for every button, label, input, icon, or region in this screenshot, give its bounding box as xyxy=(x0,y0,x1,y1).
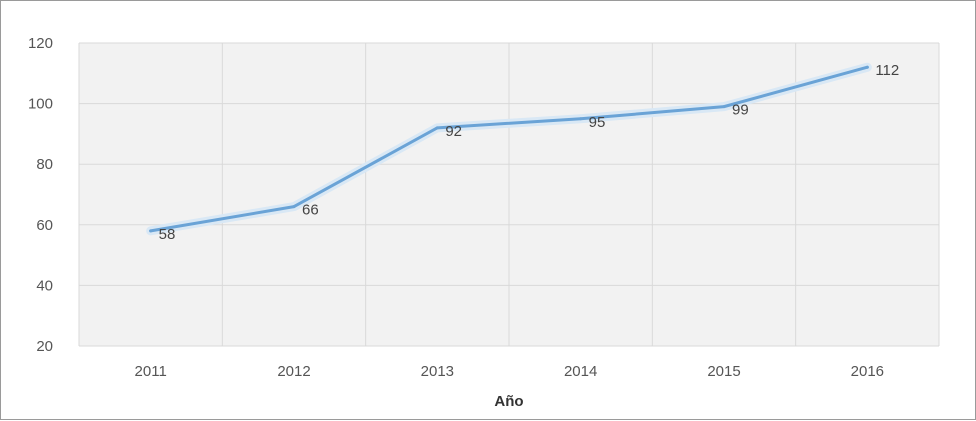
data-point xyxy=(579,117,583,121)
data-point xyxy=(149,229,153,233)
y-tick-label: 80 xyxy=(36,156,53,173)
data-label: 112 xyxy=(875,62,899,79)
data-label: 99 xyxy=(732,102,749,119)
data-labels: 58 66 92 95 99 112 xyxy=(159,62,900,243)
data-label: 66 xyxy=(302,202,319,219)
x-tick-label: 2014 xyxy=(564,363,597,380)
data-point xyxy=(722,105,726,109)
grid-lines xyxy=(78,42,940,347)
series-line xyxy=(149,65,869,233)
data-point xyxy=(435,126,439,130)
y-tick-label: 60 xyxy=(36,217,53,234)
x-tick-label: 2016 xyxy=(851,363,884,380)
x-tick-label: 2015 xyxy=(707,363,740,380)
y-tick-label: 120 xyxy=(28,35,53,52)
x-tick-label: 2012 xyxy=(277,363,310,380)
x-tick-label: 2013 xyxy=(421,363,454,380)
x-axis-title: Año xyxy=(494,393,523,410)
data-label: 58 xyxy=(159,226,176,243)
data-point xyxy=(292,205,296,209)
data-point xyxy=(865,65,869,69)
x-tick-label: 2011 xyxy=(135,363,167,380)
data-label: 92 xyxy=(445,123,462,140)
y-tick-label: 20 xyxy=(36,338,53,355)
y-tick-label: 40 xyxy=(36,277,53,294)
y-tick-label: 100 xyxy=(28,96,53,113)
series-layer xyxy=(146,62,872,236)
y-axis-ticks: 20 40 60 80 100 120 xyxy=(28,35,53,355)
data-label: 95 xyxy=(589,114,606,131)
x-axis-ticks: 2011 2012 2013 2014 2015 2016 xyxy=(135,363,884,380)
